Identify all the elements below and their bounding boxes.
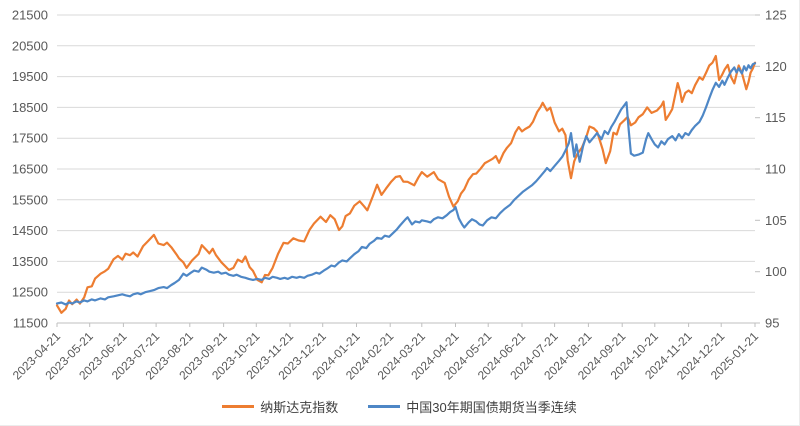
- legend: 纳斯达克指数 中国30年期国债期货当季连续: [0, 397, 799, 416]
- right-axis-tick-label: 120: [765, 59, 787, 74]
- legend-item-nasdaq[interactable]: 纳斯达克指数: [222, 397, 338, 416]
- left-axis-tick-label: 16500: [12, 162, 48, 177]
- series-lines: [55, 54, 757, 314]
- right-axis-tick-label: 95: [765, 316, 779, 331]
- right-axis-tick-label: 115: [765, 110, 786, 125]
- series-line-china-30y-bond-futures[interactable]: [55, 62, 757, 306]
- x-axis-labels: 2023-04-212023-05-212023-06-212023-07-21…: [10, 329, 762, 383]
- left-axis-tick-label: 17500: [12, 131, 48, 146]
- series-line-nasdaq[interactable]: [55, 54, 757, 314]
- legend-item-china-30y-bond-futures[interactable]: 中国30年期国债期货当季连续: [368, 397, 577, 416]
- legend-label-nasdaq: 纳斯达克指数: [260, 400, 339, 415]
- right-axis-tick-label: 110: [765, 162, 786, 177]
- axis-lines-and-ticks: [56, 14, 760, 327]
- left-axis-labels: 21500 20500 19500 18500 17500 16500 15500 14500…: [12, 8, 48, 331]
- left-axis-tick-label: 12500: [12, 285, 48, 300]
- legend-line-swatch-nasdaq: [222, 405, 255, 408]
- left-axis-tick-label: 18500: [12, 100, 48, 115]
- legend-line-swatch-china-30y-bond-futures: [368, 405, 401, 408]
- left-axis-tick-label: 14500: [12, 223, 48, 238]
- left-axis-tick-label: 20500: [12, 38, 48, 53]
- right-axis-tick-label: 105: [765, 213, 787, 228]
- left-axis-tick-label: 19500: [12, 69, 48, 84]
- gridlines: [57, 14, 755, 324]
- legend-label-china-30y-bond-futures: 中国30年期国债期货当季连续: [406, 400, 577, 415]
- right-axis-tick-label: 125: [765, 8, 787, 23]
- left-axis-tick-label: 21500: [12, 8, 48, 23]
- left-axis-tick-label: 15500: [12, 192, 48, 207]
- right-axis-tick-label: 100: [765, 264, 787, 279]
- left-axis-tick-label: 11500: [13, 316, 48, 331]
- right-axis-labels: 125 120 115 110 105 100 95: [765, 8, 787, 331]
- left-axis-tick-label: 13500: [12, 254, 48, 269]
